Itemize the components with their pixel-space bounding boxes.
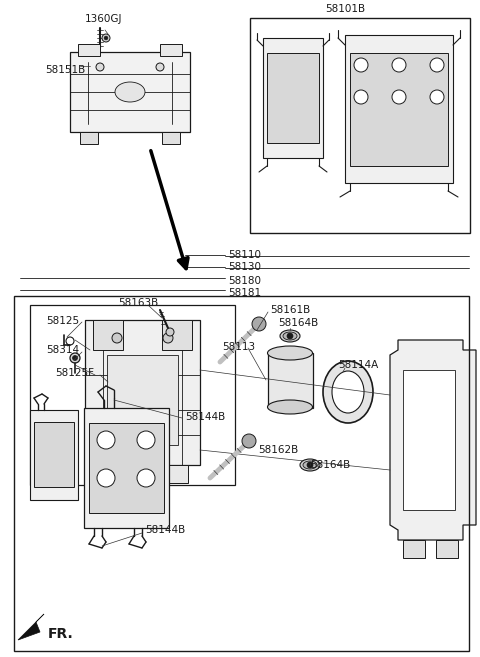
Text: 58163B: 58163B bbox=[118, 298, 158, 308]
Text: 58161B: 58161B bbox=[270, 305, 310, 315]
Polygon shape bbox=[390, 340, 476, 540]
Bar bbox=[78, 44, 100, 56]
Circle shape bbox=[97, 431, 115, 449]
Circle shape bbox=[430, 90, 444, 104]
Circle shape bbox=[156, 63, 164, 71]
Ellipse shape bbox=[300, 459, 320, 471]
Bar bbox=[93, 320, 123, 350]
Circle shape bbox=[287, 333, 293, 339]
Circle shape bbox=[354, 58, 368, 72]
Circle shape bbox=[112, 333, 122, 343]
Bar bbox=[350, 53, 448, 166]
Circle shape bbox=[97, 469, 115, 487]
Ellipse shape bbox=[303, 461, 317, 469]
Text: 58113: 58113 bbox=[222, 342, 255, 352]
Text: FR.: FR. bbox=[48, 627, 74, 641]
Bar bbox=[14, 296, 469, 651]
Text: 58125F: 58125F bbox=[55, 368, 94, 378]
Text: 58164B: 58164B bbox=[278, 318, 318, 328]
Text: 58164B: 58164B bbox=[310, 460, 350, 470]
Bar bbox=[403, 370, 455, 510]
Ellipse shape bbox=[323, 361, 373, 423]
Circle shape bbox=[430, 58, 444, 72]
Circle shape bbox=[354, 90, 368, 104]
Circle shape bbox=[166, 328, 174, 336]
Bar bbox=[250, 18, 470, 233]
Circle shape bbox=[137, 469, 155, 487]
Circle shape bbox=[104, 36, 108, 40]
Bar bbox=[97, 465, 117, 483]
Text: 58181: 58181 bbox=[228, 288, 261, 298]
Circle shape bbox=[242, 434, 256, 448]
Bar bbox=[263, 38, 323, 158]
Text: 58180: 58180 bbox=[228, 276, 261, 286]
Text: 58125: 58125 bbox=[46, 316, 79, 326]
Ellipse shape bbox=[280, 330, 300, 342]
Text: 58314: 58314 bbox=[46, 345, 79, 355]
Bar bbox=[89, 423, 164, 513]
Bar bbox=[267, 53, 319, 143]
Circle shape bbox=[307, 462, 313, 468]
Bar bbox=[70, 52, 190, 132]
Bar bbox=[168, 465, 188, 483]
Circle shape bbox=[252, 317, 266, 331]
Bar bbox=[107, 355, 178, 445]
Bar bbox=[34, 422, 74, 487]
Bar bbox=[436, 540, 458, 558]
Bar bbox=[30, 410, 78, 500]
Text: 58144B: 58144B bbox=[145, 525, 185, 535]
Ellipse shape bbox=[267, 400, 312, 414]
Text: 58110: 58110 bbox=[228, 250, 261, 260]
Circle shape bbox=[163, 333, 173, 343]
Bar bbox=[403, 370, 455, 510]
Bar bbox=[80, 132, 98, 144]
Bar bbox=[85, 320, 200, 465]
Ellipse shape bbox=[267, 346, 312, 360]
Ellipse shape bbox=[283, 332, 297, 340]
Circle shape bbox=[102, 34, 110, 42]
Bar bbox=[84, 408, 169, 528]
Text: 58114A: 58114A bbox=[338, 360, 378, 370]
Bar bbox=[162, 132, 180, 144]
Bar bbox=[403, 540, 425, 558]
Circle shape bbox=[137, 431, 155, 449]
Ellipse shape bbox=[332, 371, 364, 413]
Polygon shape bbox=[18, 614, 44, 640]
Circle shape bbox=[392, 58, 406, 72]
Circle shape bbox=[96, 63, 104, 71]
Text: 58130: 58130 bbox=[228, 262, 261, 272]
Circle shape bbox=[392, 90, 406, 104]
Bar bbox=[162, 320, 192, 350]
Bar bbox=[30, 305, 235, 485]
Bar bbox=[160, 44, 182, 56]
Text: 1360GJ: 1360GJ bbox=[85, 14, 122, 24]
Bar bbox=[268, 353, 313, 408]
Circle shape bbox=[70, 353, 80, 363]
Ellipse shape bbox=[115, 82, 145, 102]
Text: 58162B: 58162B bbox=[258, 445, 298, 455]
Bar bbox=[345, 35, 453, 183]
Text: 58101B: 58101B bbox=[325, 4, 365, 14]
Circle shape bbox=[72, 355, 77, 361]
Text: 58144B: 58144B bbox=[185, 412, 225, 422]
Text: 58151B: 58151B bbox=[45, 65, 85, 75]
